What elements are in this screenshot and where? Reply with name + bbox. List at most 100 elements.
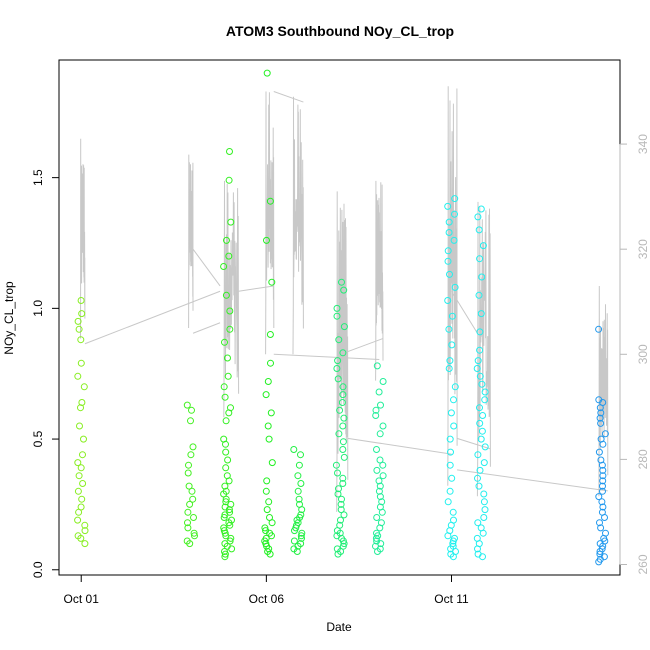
data-point	[379, 422, 387, 430]
y2-tick-label: 340	[636, 134, 650, 154]
data-point	[376, 430, 384, 438]
data-point	[220, 514, 228, 521]
data-point	[378, 508, 386, 516]
data-point	[599, 477, 607, 485]
data-point	[221, 550, 229, 558]
altitude-trace	[447, 86, 458, 486]
data-point	[298, 506, 306, 514]
data-point	[599, 542, 607, 550]
data-point	[596, 414, 604, 422]
data-point	[481, 443, 489, 451]
data-point	[340, 323, 348, 331]
data-point	[479, 412, 487, 419]
data-point	[339, 438, 347, 446]
data-point	[480, 490, 488, 498]
data-point	[77, 336, 85, 344]
data-point	[263, 506, 271, 514]
data-point	[295, 461, 303, 469]
data-point	[266, 331, 274, 338]
data-point	[450, 396, 457, 404]
data-point	[450, 422, 458, 430]
data-point	[595, 558, 603, 566]
data-point	[263, 236, 270, 244]
data-point	[374, 548, 381, 555]
data-point	[266, 197, 274, 205]
data-point	[191, 532, 198, 540]
data-point	[481, 388, 489, 396]
data-point	[334, 375, 342, 383]
altitude-trace	[336, 191, 349, 512]
data-point	[81, 527, 89, 535]
data-point	[228, 545, 236, 553]
data-point	[339, 474, 347, 482]
data-point	[75, 325, 83, 333]
data-point	[338, 399, 346, 406]
data-point	[601, 430, 609, 438]
data-point	[599, 466, 607, 474]
data-point	[263, 69, 271, 77]
data-point	[479, 242, 487, 250]
data-point	[264, 422, 272, 430]
data-point	[190, 529, 198, 537]
data-point	[599, 440, 607, 448]
data-point	[291, 527, 298, 535]
data-point	[297, 480, 305, 487]
altitude-trace	[598, 285, 609, 497]
data-point	[335, 485, 342, 493]
data-point	[450, 236, 458, 244]
data-point	[184, 508, 192, 516]
data-point	[262, 391, 270, 399]
data-point	[373, 466, 381, 474]
data-point	[268, 519, 276, 527]
x-tick-label: Oct 06	[249, 592, 285, 606]
data-point	[474, 474, 481, 482]
data-point	[447, 409, 455, 417]
altitude-trace	[223, 180, 240, 418]
data-point	[185, 482, 193, 490]
data-point	[222, 417, 230, 425]
data-point	[184, 469, 192, 477]
data-point	[475, 226, 483, 234]
data-point	[478, 427, 486, 435]
data-point	[339, 383, 347, 391]
data-point	[379, 461, 387, 469]
data-point	[78, 310, 86, 318]
data-point	[476, 372, 484, 380]
data-point	[187, 417, 194, 425]
altitude-connector	[192, 248, 221, 287]
altitude-trace	[188, 154, 194, 329]
data-point	[475, 482, 483, 490]
data-point	[599, 503, 607, 511]
data-point	[596, 548, 604, 555]
data-point	[339, 391, 347, 399]
data-point	[379, 378, 387, 385]
data-point	[184, 519, 191, 527]
y2-tick-label: 280	[636, 449, 650, 469]
data-point	[264, 378, 272, 385]
data-point	[267, 409, 275, 417]
data-point	[189, 495, 197, 503]
data-point	[476, 255, 484, 263]
data-point	[221, 338, 228, 346]
data-point	[446, 487, 454, 495]
data-point	[451, 195, 459, 203]
altitude-connector	[340, 338, 384, 355]
data-point	[297, 451, 304, 459]
data-point	[222, 448, 230, 456]
data-point	[294, 487, 302, 495]
altitude-series	[80, 86, 609, 512]
data-point	[224, 456, 232, 464]
y2-tick-label: 260	[636, 554, 650, 574]
data-point	[337, 516, 344, 524]
data-point	[599, 472, 607, 480]
data-point	[74, 459, 82, 467]
data-point	[478, 380, 486, 388]
data-point	[220, 383, 228, 391]
data-point	[334, 490, 342, 498]
data-point	[225, 506, 233, 514]
data-point	[376, 524, 384, 532]
data-point	[339, 480, 347, 487]
data-point	[81, 540, 89, 548]
data-point	[294, 472, 302, 480]
